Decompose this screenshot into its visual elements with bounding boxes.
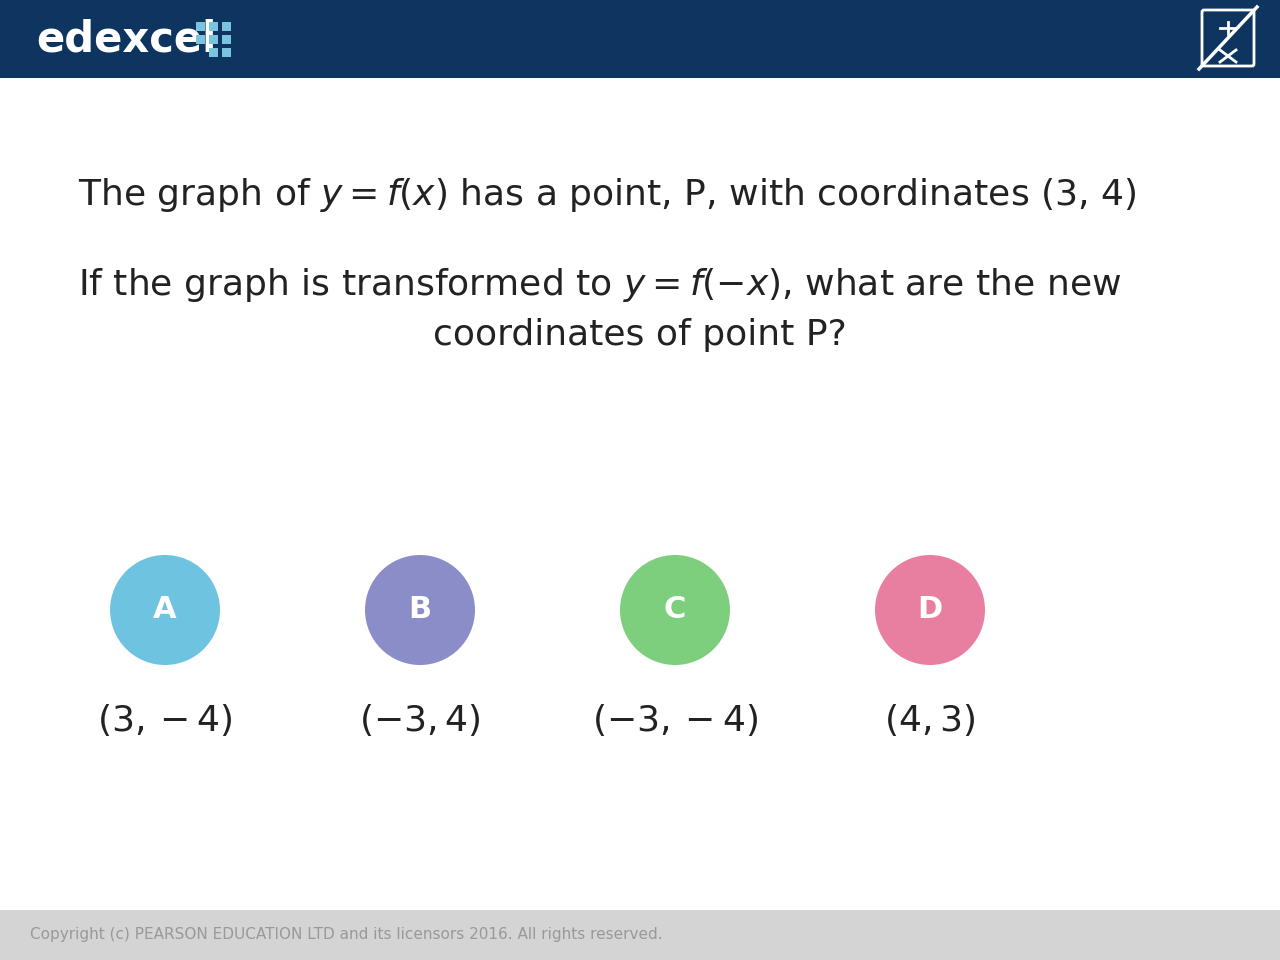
Text: edexcel: edexcel xyxy=(36,18,216,60)
Text: If the graph is transformed to $y = f(-x)$, what are the new: If the graph is transformed to $y = f(-x… xyxy=(78,266,1121,304)
Bar xyxy=(196,35,205,43)
Bar xyxy=(0,910,1280,960)
Text: Copyright (c) PEARSON EDUCATION LTD and its licensors 2016. All rights reserved.: Copyright (c) PEARSON EDUCATION LTD and … xyxy=(29,927,663,943)
Circle shape xyxy=(365,555,475,665)
Bar xyxy=(0,0,1280,78)
Text: coordinates of point P?: coordinates of point P? xyxy=(433,318,847,352)
Bar xyxy=(221,21,230,31)
Bar xyxy=(221,47,230,57)
Text: D: D xyxy=(918,595,942,625)
Text: C: C xyxy=(664,595,686,625)
Bar xyxy=(196,21,205,31)
Circle shape xyxy=(110,555,220,665)
Text: A: A xyxy=(154,595,177,625)
Text: $(-3, 4)$: $(-3, 4)$ xyxy=(360,702,481,738)
Circle shape xyxy=(620,555,730,665)
Bar xyxy=(209,47,218,57)
Bar xyxy=(221,35,230,43)
Bar xyxy=(209,35,218,43)
Text: B: B xyxy=(408,595,431,625)
Text: $(4, 3)$: $(4, 3)$ xyxy=(884,702,975,738)
Circle shape xyxy=(876,555,986,665)
Text: The graph of $y = f(x)$ has a point, P, with coordinates (3, 4): The graph of $y = f(x)$ has a point, P, … xyxy=(78,176,1137,214)
Text: $(3, -4)$: $(3, -4)$ xyxy=(97,702,233,738)
Text: $(-3, -4)$: $(-3, -4)$ xyxy=(591,702,758,738)
Bar xyxy=(209,21,218,31)
